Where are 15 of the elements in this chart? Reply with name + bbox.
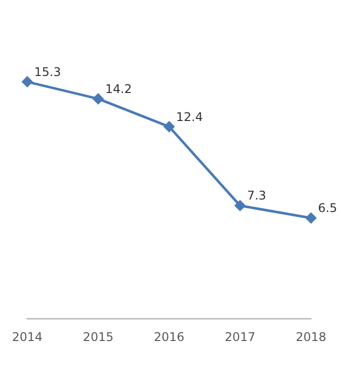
data-label: 6.5	[318, 201, 338, 216]
point	[164, 121, 174, 132]
point	[234, 200, 246, 211]
data-label: 7.3	[247, 188, 266, 203]
point	[22, 76, 33, 88]
x-tick-label: 2016	[154, 330, 184, 344]
data-label: 12.4	[176, 110, 203, 124]
point	[92, 94, 104, 104]
x-tick-label: 2015	[82, 330, 114, 344]
data-label: 15.3	[34, 64, 61, 79]
x-tick-label: 2014	[12, 330, 43, 344]
data-label: 14.2	[105, 82, 132, 96]
x-tick-label: 2017	[224, 330, 256, 344]
x-tick-label: 2018	[296, 330, 326, 344]
point	[306, 212, 316, 224]
